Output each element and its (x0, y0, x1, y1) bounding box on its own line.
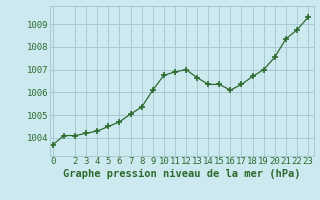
X-axis label: Graphe pression niveau de la mer (hPa): Graphe pression niveau de la mer (hPa) (63, 169, 300, 179)
